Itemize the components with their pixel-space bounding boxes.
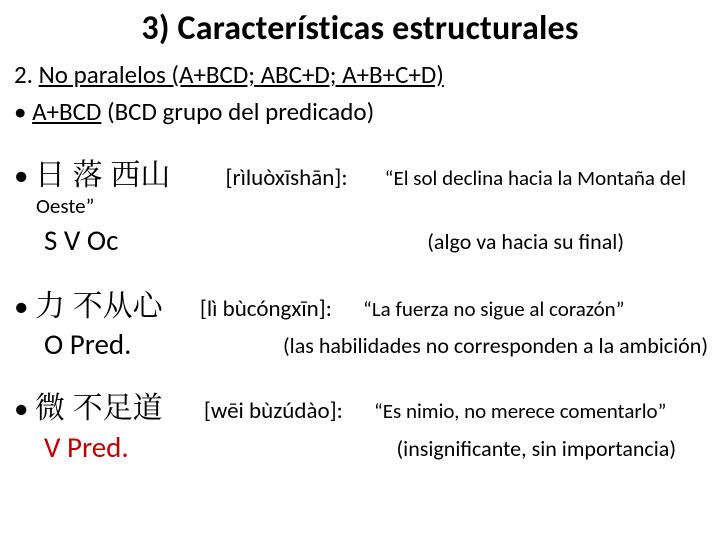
- subheading-label: A+BCD: [32, 96, 101, 127]
- entry-1-cjk: 日 落 西山: [35, 150, 170, 194]
- subheading-line: • A+BCD (BCD grupo del predicado): [14, 96, 710, 129]
- entry-2: • 力 不从心 [lì bùcóngxīn]: “La fuerza no si…: [14, 285, 710, 324]
- entry-1-pinyin: [rìluòxīshān]:: [226, 164, 348, 192]
- bullet-dot: •: [14, 288, 35, 324]
- entry-3-pinyin: [wēi bùzúdào]:: [204, 397, 343, 425]
- slide: 3) Características estructurales 2. No p…: [0, 0, 720, 540]
- subheading-rest: (BCD grupo del predicado): [101, 96, 374, 127]
- slide-title: 3) Características estructurales: [10, 8, 710, 49]
- entry-2-cjk: 力 不从心: [35, 281, 163, 325]
- entry-3-gloss: “Es nimio, no merece comentarlo”: [374, 398, 666, 424]
- entry-1-gloss: “El sol declina hacia la Montaña del: [385, 165, 686, 191]
- heading-text: No paralelos (A+BCD; ABC+D; A+B+C+D): [39, 59, 444, 90]
- bullet-dot: •: [14, 390, 35, 426]
- entry-2-gloss: “La fuerza no sigue al corazón”: [363, 296, 624, 322]
- entry-1: • 日 落 西山 [rìluòxīshān]: “El sol declina …: [14, 154, 710, 193]
- entry-1-gloss-cont: Oeste”: [36, 193, 710, 219]
- entry-3-cjk: 微 不足道: [35, 383, 163, 427]
- heading-num: 2.: [14, 59, 39, 90]
- bullet-dot: •: [14, 157, 35, 193]
- entry-2-pinyin: [lì bùcóngxīn]:: [200, 295, 332, 323]
- bullet-dot: •: [14, 96, 32, 127]
- entry-3: • 微 不足道 [wēi bùzúdào]: “Es nimio, no mer…: [14, 387, 710, 426]
- heading-line: 2. No paralelos (A+BCD; ABC+D; A+B+C+D): [14, 59, 710, 92]
